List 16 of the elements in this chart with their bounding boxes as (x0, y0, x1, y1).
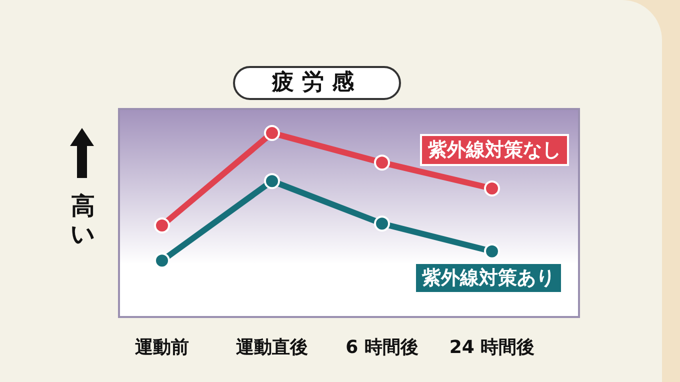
series-label: 紫外線対策あり (414, 262, 563, 294)
x-tick-label: 6 時間後 (346, 336, 418, 358)
point (484, 180, 500, 196)
x-tick-label: 24 時間後 (449, 336, 535, 358)
x-tick-label: 運動前 (134, 336, 189, 358)
point (374, 154, 390, 171)
point (264, 173, 280, 190)
point (484, 243, 500, 260)
series-label: 紫外線対策なし (420, 134, 569, 166)
chart-title: 疲労感 (233, 66, 401, 100)
point (154, 252, 170, 269)
point (154, 217, 170, 234)
point (264, 124, 280, 141)
x-tick-label: 運動直後 (235, 336, 308, 358)
y-axis-title: 高い (70, 192, 96, 248)
point (374, 216, 390, 232)
